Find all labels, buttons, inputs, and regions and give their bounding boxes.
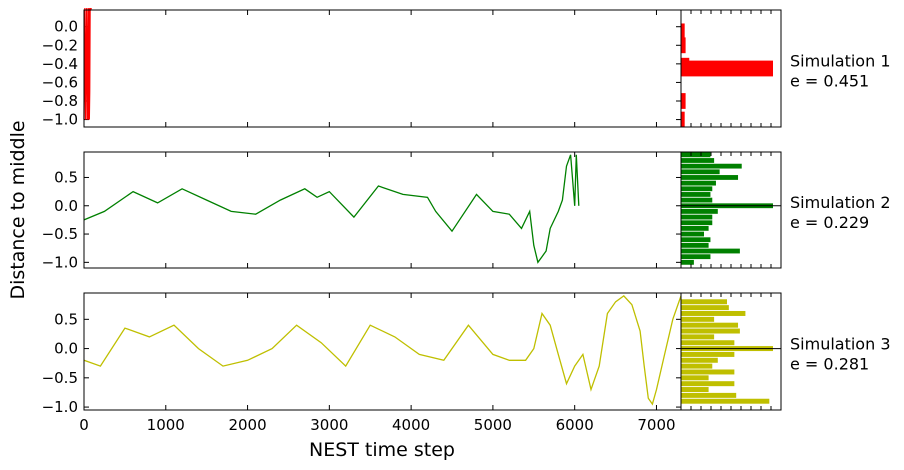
histogram-bar: [681, 197, 713, 203]
x-tick-label: 2000: [228, 416, 266, 434]
histogram-bar: [681, 169, 720, 175]
x-tick-label: 7000: [637, 416, 675, 434]
histogram-bar: [681, 57, 690, 74]
histogram-bar: [681, 392, 737, 398]
histogram-bar: [681, 334, 715, 340]
histogram-bar: [681, 398, 770, 404]
simulation-label: Simulation 2: [790, 193, 891, 212]
histogram-bar: [681, 111, 685, 128]
y-tick-label: −0.5: [42, 369, 78, 387]
histogram-bar: [681, 152, 711, 158]
y-tick-label: −0.5: [42, 225, 78, 243]
histogram-bar: [681, 363, 713, 369]
histogram-bar: [681, 305, 729, 311]
histogram-bar: [681, 242, 709, 248]
histogram-bar: [681, 259, 694, 265]
error-label: e = 0.451: [790, 72, 869, 91]
histogram-bar: [681, 328, 740, 334]
histogram-bar: [681, 209, 718, 214]
histogram-bar: [681, 299, 727, 305]
simulation-label: Simulation 1: [790, 52, 891, 71]
series-line: [83, 154, 580, 264]
histogram-bar: [681, 237, 711, 243]
y-tick-label: −0.8: [42, 92, 78, 110]
y-tick-label: −0.2: [42, 36, 78, 54]
y-tick-label: −1.0: [42, 398, 78, 416]
histogram-bar: [681, 381, 735, 387]
histogram-frame: [680, 292, 782, 411]
x-tick-label: 1000: [147, 416, 185, 434]
histogram-bar: [681, 60, 773, 77]
x-tick-label: 6000: [556, 416, 594, 434]
histogram-bar: [681, 225, 709, 231]
histogram-bar: [681, 387, 709, 393]
plot-frame: [83, 292, 682, 411]
histogram-bar: [681, 163, 742, 169]
histogram-bar: [681, 316, 715, 322]
plot-frame: [83, 9, 682, 128]
histogram-bar: [681, 369, 735, 375]
y-tick-label: 0.5: [54, 168, 78, 186]
histogram-bar: [681, 93, 686, 109]
histogram-bar: [681, 357, 718, 363]
simulation-label: Simulation 3: [790, 335, 891, 354]
histogram-bar: [681, 180, 716, 186]
histogram-frame: [680, 151, 782, 269]
histogram-bar: [681, 158, 715, 163]
y-tick-label: 0.0: [54, 18, 78, 36]
histogram-bar: [681, 351, 735, 357]
histogram-bar: [681, 175, 739, 180]
y-tick-label: 0.0: [54, 197, 78, 215]
error-label: e = 0.229: [790, 213, 869, 232]
histogram-bar: [681, 37, 686, 54]
y-tick-label: −0.4: [42, 55, 78, 73]
x-tick-label: 0: [79, 416, 89, 434]
histogram-bar: [681, 231, 704, 237]
histogram-bar: [681, 322, 739, 328]
histogram-bar: [681, 254, 711, 260]
y-tick-label: −1.0: [42, 253, 78, 271]
histogram-bar: [681, 340, 735, 346]
x-tick-label: 3000: [310, 416, 348, 434]
y-axis-label: Distance to middle: [7, 120, 29, 299]
histogram-bar: [681, 248, 740, 254]
error-label: e = 0.281: [790, 355, 869, 374]
histogram-bar: [681, 220, 713, 226]
histogram-bar: [681, 192, 711, 197]
series-line: [83, 295, 682, 406]
y-tick-label: −0.6: [42, 73, 78, 91]
x-tick-label: 5000: [474, 416, 512, 434]
histogram-bar: [681, 375, 709, 381]
histogram-bar: [681, 214, 713, 220]
plot-frame: [83, 151, 682, 269]
x-axis-label: NEST time step: [309, 439, 455, 461]
histogram-frame: [680, 9, 782, 128]
y-tick-label: 0.0: [54, 340, 78, 358]
y-tick-label: −1.0: [42, 111, 78, 129]
histogram-bar: [681, 23, 685, 40]
histogram-bar: [681, 186, 713, 192]
series-line: [83, 7, 92, 120]
x-tick-label: 4000: [392, 416, 430, 434]
y-tick-label: 0.5: [54, 310, 78, 328]
histogram-bar: [681, 310, 746, 316]
